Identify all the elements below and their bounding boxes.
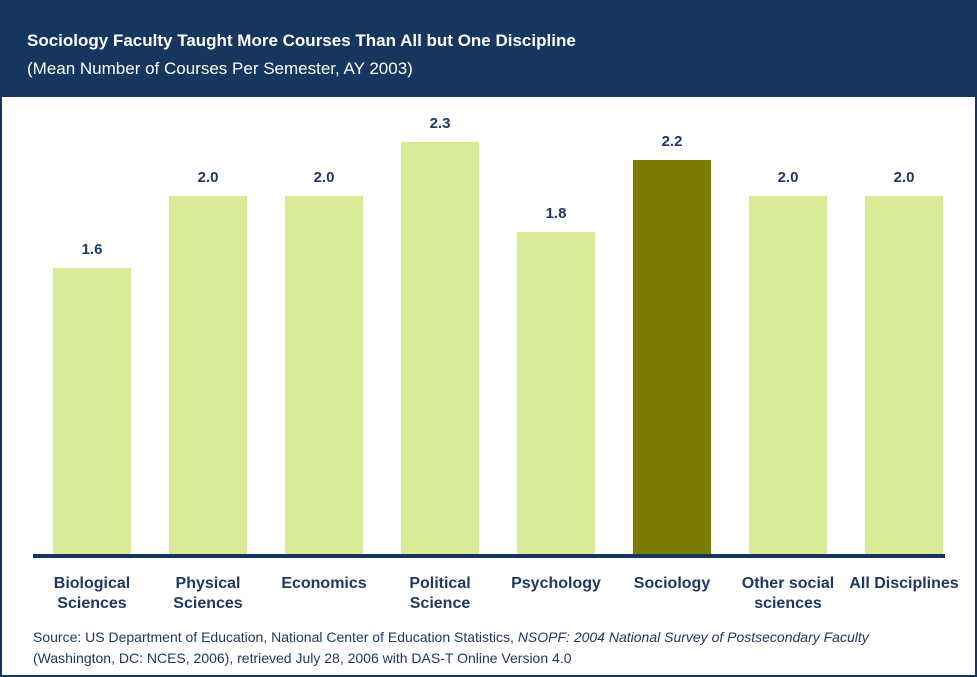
value-label: 2.0 [778,169,799,186]
source-text: Source: US Department of Education, Nati… [33,629,518,645]
bar [865,196,943,556]
bar [401,142,479,556]
bar [633,160,711,556]
bar [749,196,827,556]
bar [517,232,595,556]
value-label: 1.6 [82,241,103,258]
x-tick-label: All Disciplines [849,575,959,592]
x-tick-label: Political Science [409,575,471,612]
value-label: 2.0 [314,169,335,186]
x-tick-label: Physical Sciences [173,575,243,612]
header-band [2,2,975,97]
x-tick-label: Sociology [633,575,711,592]
bar [285,196,363,556]
x-tick-label: Economics [281,575,367,592]
x-tick-label: Other social sciences [741,575,835,612]
x-tick-label: Biological Sciences [53,575,131,612]
value-label: 2.2 [662,133,683,150]
source-title: NSOPF: 2004 National Survey of Postsecon… [517,629,869,645]
chart-subtitle: (Mean Number of Courses Per Semester, AY… [27,59,413,78]
value-label: 2.0 [894,169,915,186]
source-text: (Washington, DC: NCES, 2006), retrieved … [33,650,572,666]
source-note: Source: US Department of Education, Nati… [33,627,953,669]
value-label: 2.0 [198,169,219,186]
bar [169,196,247,556]
x-tick-label: Psychology [511,575,601,592]
chart-title: Sociology Faculty Taught More Courses Th… [27,31,576,50]
value-label: 1.8 [546,205,567,222]
value-label: 2.3 [430,115,451,132]
bar [53,268,131,556]
